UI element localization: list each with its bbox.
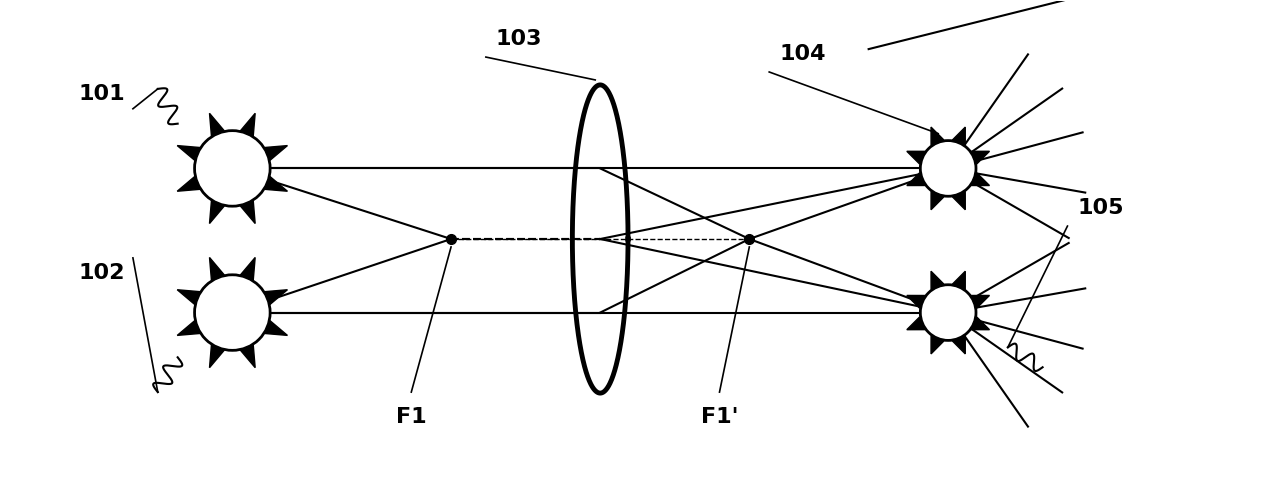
Text: 103: 103 — [496, 29, 542, 49]
Polygon shape — [241, 345, 256, 368]
Polygon shape — [952, 192, 965, 210]
Polygon shape — [177, 290, 200, 304]
Polygon shape — [177, 176, 200, 191]
Circle shape — [195, 275, 270, 350]
Circle shape — [195, 130, 270, 206]
Polygon shape — [952, 127, 965, 145]
Circle shape — [920, 141, 976, 196]
Polygon shape — [241, 201, 256, 224]
Text: 104: 104 — [779, 44, 825, 64]
Polygon shape — [241, 113, 256, 136]
Polygon shape — [265, 146, 287, 161]
Polygon shape — [971, 295, 990, 308]
Polygon shape — [209, 258, 224, 280]
Polygon shape — [177, 146, 200, 161]
Polygon shape — [209, 113, 224, 136]
Text: F1: F1 — [396, 407, 427, 427]
Polygon shape — [209, 345, 224, 368]
Polygon shape — [952, 336, 965, 354]
Text: 101: 101 — [78, 84, 125, 104]
Polygon shape — [906, 317, 925, 330]
Polygon shape — [906, 295, 925, 308]
Circle shape — [920, 285, 976, 340]
Polygon shape — [265, 176, 287, 191]
Polygon shape — [931, 192, 944, 210]
Polygon shape — [906, 152, 925, 164]
Polygon shape — [971, 317, 990, 330]
Polygon shape — [265, 321, 287, 336]
Text: F1': F1' — [701, 407, 738, 427]
Polygon shape — [971, 152, 990, 164]
Text: 102: 102 — [78, 263, 125, 283]
Polygon shape — [906, 173, 925, 185]
Polygon shape — [177, 321, 200, 336]
Polygon shape — [952, 271, 965, 290]
Polygon shape — [931, 336, 944, 354]
Polygon shape — [971, 173, 990, 185]
Text: 105: 105 — [1077, 198, 1124, 218]
Polygon shape — [241, 258, 256, 280]
Polygon shape — [265, 290, 287, 304]
Polygon shape — [931, 271, 944, 290]
Polygon shape — [209, 201, 224, 224]
Polygon shape — [931, 127, 944, 145]
